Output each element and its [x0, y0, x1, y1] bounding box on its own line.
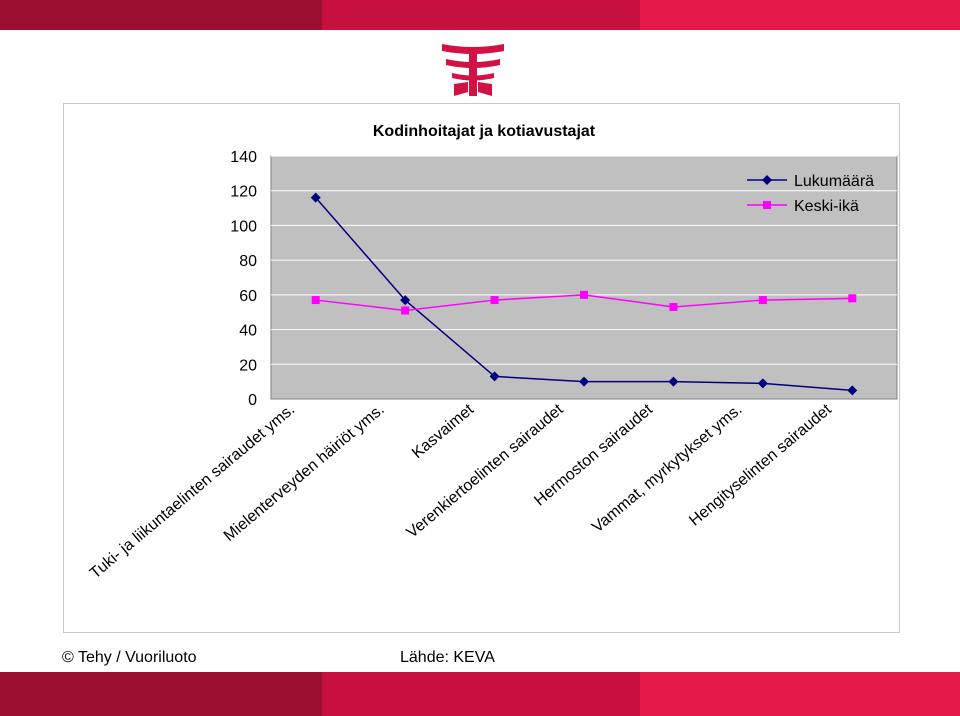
plot-background	[270, 155, 898, 400]
legend-marker	[763, 201, 771, 209]
data-point-square	[669, 303, 678, 312]
source-text: Lähde: KEVA	[400, 649, 495, 666]
data-point-square	[848, 294, 857, 303]
legend-label: Lukumäärä	[794, 173, 874, 190]
top-band-pink	[640, 0, 960, 30]
data-point-square	[490, 296, 499, 305]
data-point-diamond	[579, 376, 589, 387]
data-point-square	[580, 290, 588, 299]
top-brand-band	[0, 0, 960, 30]
bottom-band-pink	[640, 672, 960, 716]
plot-area: 0 20 40 60 80 100 120 140 Tuki- ja liikuntaelint…	[87, 149, 898, 582]
chart-title: Kodinhoitajat ja kotiavustajat	[373, 123, 596, 140]
data-point-diamond	[847, 385, 858, 396]
y-tick-label: 0	[248, 392, 257, 409]
y-tick-label: 120	[230, 184, 257, 201]
data-point-diamond	[757, 378, 768, 389]
data-point-square	[401, 306, 410, 315]
data-point-diamond	[310, 192, 321, 203]
top-band-red	[322, 0, 640, 30]
x-tick-label: Hengityselinten sairaudet	[686, 401, 835, 530]
bottom-band-dark	[0, 672, 322, 716]
bottom-band-red	[322, 672, 640, 716]
x-tick-label: Vammat, myrkytykset yms.	[589, 401, 745, 536]
tehy-logo-icon	[442, 44, 504, 96]
copyright-text: © Tehy / Vuoriluoto	[62, 649, 197, 666]
y-tick-label: 60	[239, 288, 257, 305]
data-point-diamond	[400, 295, 411, 306]
legend-label: Keski-ikä	[794, 198, 859, 215]
y-tick-label: 80	[239, 253, 257, 270]
line-chart: Kodinhoitajat ja kotiavustajat 0 20 40 60 80…	[87, 123, 898, 582]
x-tick-label: Verenkiertoelinten sairaudet	[404, 401, 567, 542]
bottom-brand-band	[0, 672, 960, 716]
data-point-diamond	[668, 376, 679, 387]
data-point-square	[311, 296, 320, 305]
chart-legend: Lukumäärä Keski-ikä	[747, 173, 874, 215]
x-tick-label: Tuki- ja liikuntaelinten sairaudet yms.	[87, 401, 298, 582]
y-tick-label: 100	[230, 218, 257, 235]
chart-frame: Kodinhoitajat ja kotiavustajat 0 20 40 60 80…	[63, 103, 900, 633]
data-point-square	[758, 296, 767, 305]
data-point-diamond	[489, 371, 500, 382]
x-tick-label: Kasvaimet	[409, 401, 478, 462]
x-tick-label: Mielenterveyden häiriöt yms.	[221, 401, 388, 545]
y-tick-label: 140	[230, 149, 257, 166]
top-band-dark	[0, 0, 322, 30]
legend-marker	[762, 175, 772, 185]
y-tick-label: 40	[239, 323, 257, 340]
y-tick-label: 20	[239, 357, 257, 374]
